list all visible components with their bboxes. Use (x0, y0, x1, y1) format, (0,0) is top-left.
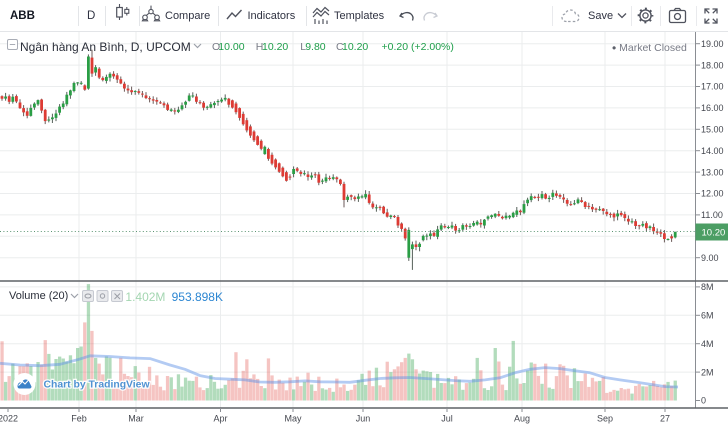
svg-text:Jun: Jun (356, 414, 371, 424)
svg-text:Jul: Jul (441, 414, 453, 424)
svg-text:Chart by TradingView: Chart by TradingView (44, 380, 151, 391)
svg-text:11.00: 11.00 (701, 210, 723, 220)
svg-text:Feb: Feb (71, 414, 87, 424)
svg-text:27: 27 (660, 414, 670, 424)
svg-text:Mar: Mar (128, 414, 144, 424)
svg-text:15.00: 15.00 (701, 125, 724, 135)
svg-text:Aug: Aug (514, 414, 530, 424)
svg-text:14.00: 14.00 (701, 146, 724, 156)
svg-text:17.00: 17.00 (701, 82, 724, 92)
svg-text:4M: 4M (701, 339, 714, 349)
svg-text:9.00: 9.00 (701, 253, 719, 263)
svg-text:2M: 2M (701, 367, 714, 377)
svg-text:2022: 2022 (0, 414, 18, 424)
svg-text:16.00: 16.00 (701, 103, 724, 113)
svg-text:6M: 6M (701, 311, 714, 321)
svg-text:0: 0 (701, 396, 706, 406)
svg-text:8M: 8M (701, 282, 714, 292)
svg-text:18.00: 18.00 (701, 60, 724, 70)
svg-text:10.20: 10.20 (702, 227, 726, 238)
svg-text:19.00: 19.00 (701, 39, 724, 49)
svg-text:13.00: 13.00 (701, 167, 724, 177)
svg-text:Apr: Apr (213, 414, 227, 424)
svg-text:May: May (284, 414, 302, 424)
svg-text:Sep: Sep (597, 414, 613, 424)
svg-text:12.00: 12.00 (701, 189, 724, 199)
